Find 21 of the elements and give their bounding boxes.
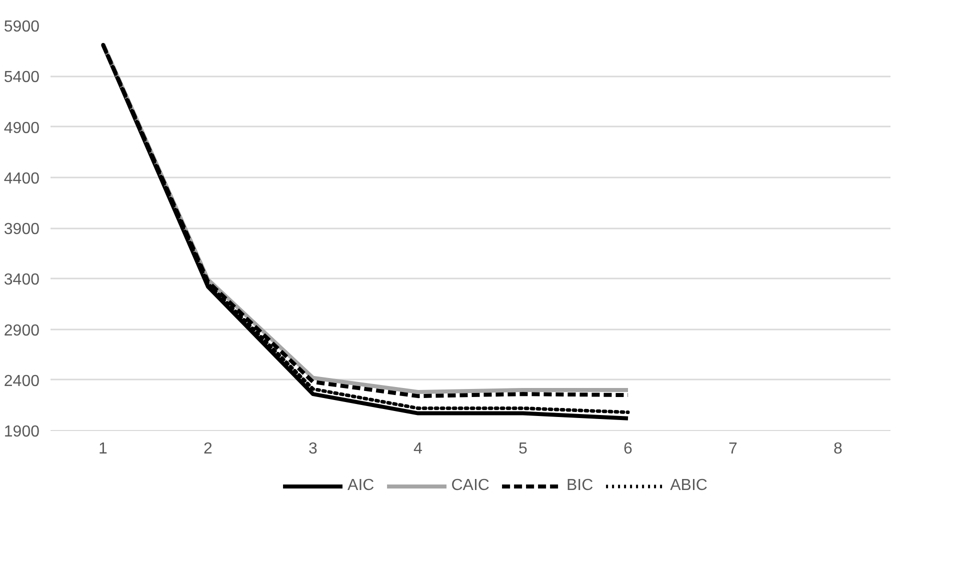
x-tick-label: 6 [624,440,633,458]
x-tick-label: 4 [414,440,423,458]
y-tick-label: 2400 [4,372,40,390]
y-tick-label: 1900 [4,424,40,440]
legend-label: BIC [566,477,594,495]
y-tick-label: 3400 [4,272,40,289]
x-tick-label: 3 [308,440,318,458]
y-tick-label: 3900 [4,221,40,238]
y-tick-label: 2900 [4,322,40,340]
x-tick-label: 7 [728,440,738,458]
x-tick-label: 2 [204,440,213,458]
y-tick-label: 4400 [4,170,40,188]
legend-label: CAIC [451,477,490,495]
legend-label: ABIC [670,477,708,495]
x-tick-label: 1 [98,440,108,458]
x-tick-label: 5 [518,440,528,458]
y-tick-label: 5400 [4,69,40,86]
y-tick-label: 4900 [4,120,40,137]
y-tick-label: 5900 [4,18,40,36]
x-tick-label: 8 [834,440,843,458]
legend-label: AIC [348,477,374,495]
